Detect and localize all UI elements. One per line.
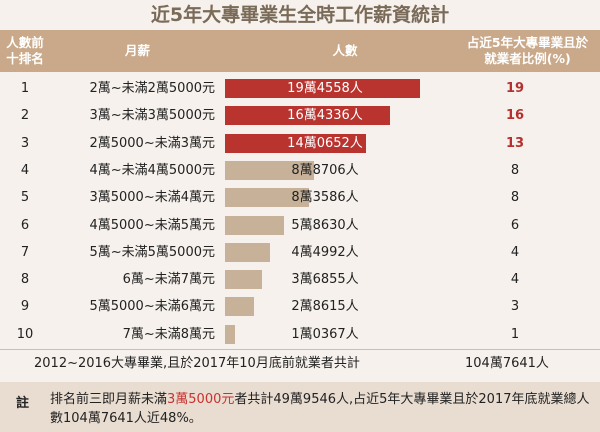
total-label: 2012~2016大專畢業,且於2017年10月底前就業者共計	[34, 356, 360, 371]
rank-cell: 3	[20, 135, 30, 151]
table-row: 4 4萬~未滿4萬5000元 8萬8706人 8	[0, 157, 600, 184]
salary-cell: 6萬~未滿7萬元	[122, 272, 215, 288]
bar	[225, 270, 262, 290]
rank-cell: 7	[20, 244, 30, 260]
share-cell: 6	[510, 217, 520, 233]
bar-cell: 2萬8615人	[225, 293, 465, 320]
bar-value-label: 5萬8630人	[291, 217, 359, 233]
bar-value-label: 1萬0367人	[291, 326, 359, 342]
table-row: 3 2萬5000~未滿3萬元 14萬0652人 13	[0, 130, 600, 157]
header-count: 人數	[332, 43, 358, 58]
table-row: 7 5萬~未滿5萬5000元 4萬4992人 4	[0, 239, 600, 266]
rank-cell: 2	[20, 108, 30, 124]
bar-cell: 8萬3586人	[225, 184, 465, 211]
rank-cell: 1	[20, 81, 30, 96]
bar-value-label: 19萬4558人	[287, 81, 363, 96]
share-cell: 1	[510, 326, 520, 342]
salary-cell: 4萬5000~未滿5萬元	[89, 217, 215, 233]
table-row: 1 2萬~未滿2萬5000元 19萬4558人 19	[0, 75, 600, 102]
share-cell: 4	[510, 272, 520, 288]
bar	[225, 324, 236, 344]
share-cell: 4	[510, 244, 520, 260]
share-cell: 3	[510, 299, 520, 315]
bar	[225, 215, 284, 235]
table-row: 6 4萬5000~未滿5萬元 5萬8630人 6	[0, 212, 600, 239]
bar-cell: 1萬0367人	[225, 321, 465, 348]
bar	[225, 297, 254, 317]
bar	[225, 160, 314, 180]
share-cell: 8	[510, 162, 520, 178]
bar-cell: 19萬4558人	[225, 75, 465, 102]
bar	[225, 106, 390, 126]
salary-cell: 3萬5000~未滿4萬元	[89, 190, 215, 206]
bar-cell: 14萬0652人	[225, 130, 465, 157]
bar-cell: 16萬4336人	[225, 102, 465, 129]
bar-value-label: 3萬6855人	[291, 272, 359, 288]
bar-value-label: 2萬8615人	[291, 299, 359, 315]
bar-cell: 5萬8630人	[225, 212, 465, 239]
rank-cell: 9	[20, 299, 30, 315]
rank-cell: 10	[16, 326, 34, 342]
bar	[225, 133, 366, 153]
table-header: 人數前 十排名 月薪 人數 占近5年大專畢業且於 就業者比例(%)	[0, 30, 600, 72]
salary-cell: 5萬5000~未滿6萬元	[89, 299, 215, 315]
table-row: 8 6萬~未滿7萬元 3萬6855人 4	[0, 266, 600, 293]
total-value: 104萬7641人	[465, 356, 549, 371]
table-row: 9 5萬5000~未滿6萬元 2萬8615人 3	[0, 293, 600, 320]
header-rank: 人數前 十排名	[6, 35, 44, 66]
note-label: 註	[16, 396, 30, 411]
salary-cell: 4萬~未滿4萬5000元	[89, 162, 215, 178]
salary-cell: 2萬5000~未滿3萬元	[89, 135, 215, 151]
rank-cell: 4	[20, 162, 30, 178]
share-cell: 16	[505, 108, 525, 124]
bar-cell: 3萬6855人	[225, 266, 465, 293]
bar-value-label: 4萬4992人	[291, 244, 359, 260]
note-text: 排名前三即月薪未滿3萬5000元者共計49萬9546人,占近5年大專畢業且於20…	[50, 390, 590, 428]
bar-cell: 8萬8706人	[225, 157, 465, 184]
salary-cell: 7萬~未滿8萬元	[122, 326, 215, 342]
bar	[225, 242, 271, 262]
total-row: 2012~2016大專畢業,且於2017年10月底前就業者共計 104萬7641…	[0, 349, 600, 378]
share-cell: 19	[505, 81, 525, 96]
bar	[225, 79, 420, 98]
rank-cell: 5	[20, 190, 30, 206]
table-row: 10 7萬~未滿8萬元 1萬0367人 1	[0, 321, 600, 348]
salary-cell: 3萬~未滿3萬5000元	[89, 108, 215, 124]
bar-cell: 4萬4992人	[225, 239, 465, 266]
table-row: 5 3萬5000~未滿4萬元 8萬3586人 8	[0, 184, 600, 211]
header-salary: 月薪	[124, 43, 150, 58]
bar	[225, 188, 309, 208]
bar-value-label: 14萬0652人	[287, 135, 363, 151]
note-suffix: 者共計49萬9546人,占近5年大專畢業且於2017年底就業總人數104萬764…	[50, 392, 590, 426]
bar-value-label: 8萬8706人	[291, 162, 359, 178]
footnote: 註 排名前三即月薪未滿3萬5000元者共計49萬9546人,占近5年大專畢業且於…	[0, 382, 600, 432]
share-cell: 8	[510, 190, 520, 206]
table-row: 2 3萬~未滿3萬5000元 16萬4336人 16	[0, 102, 600, 129]
note-prefix: 排名前三即月薪未滿	[50, 392, 168, 407]
bar-value-label: 16萬4336人	[287, 108, 363, 124]
chart-title: 近5年大專畢業生全時工作薪資統計	[150, 4, 450, 26]
share-cell: 13	[505, 135, 525, 151]
rank-cell: 6	[20, 217, 30, 233]
header-share: 占近5年大專畢業且於 就業者比例(%)	[466, 35, 589, 66]
bar-value-label: 8萬3586人	[291, 190, 359, 206]
rank-cell: 8	[20, 272, 30, 288]
note-highlight: 3萬5000元	[167, 392, 235, 407]
salary-cell: 2萬~未滿2萬5000元	[89, 81, 215, 96]
salary-cell: 5萬~未滿5萬5000元	[89, 244, 215, 260]
